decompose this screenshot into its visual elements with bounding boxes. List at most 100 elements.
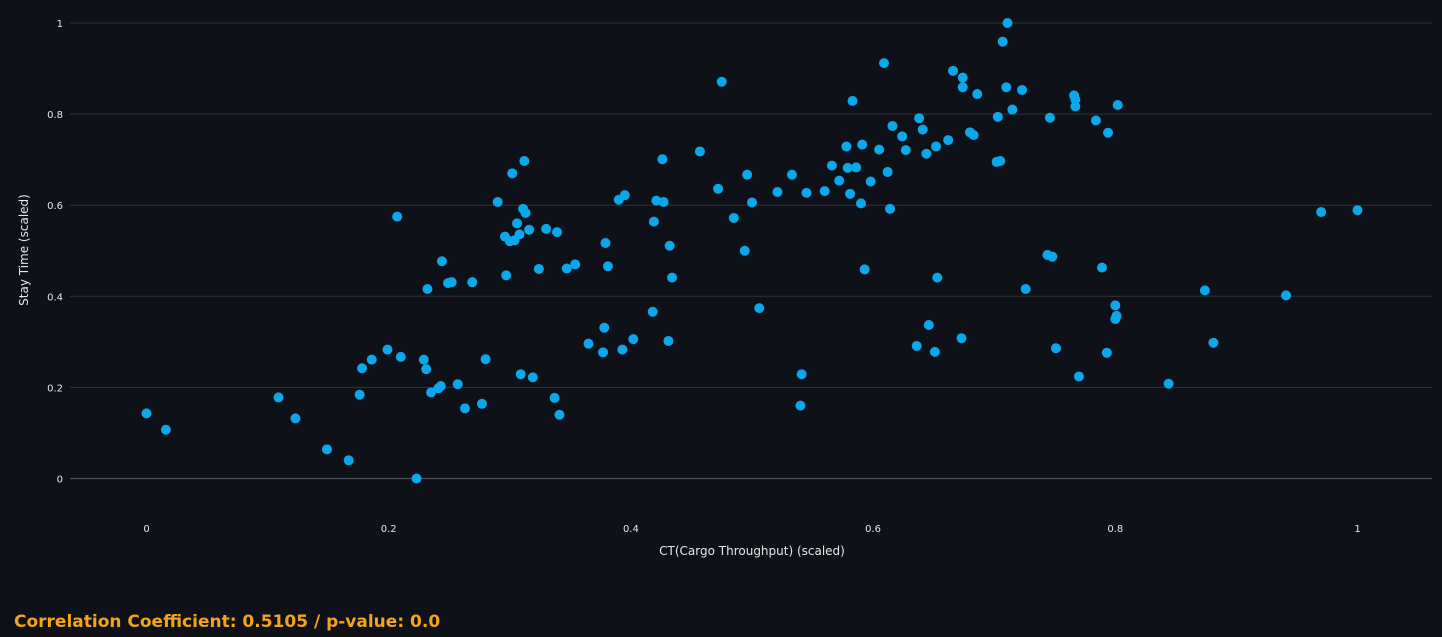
data-point[interactable] <box>1281 290 1292 301</box>
data-point[interactable] <box>392 211 403 222</box>
data-point[interactable] <box>1352 205 1363 216</box>
data-point[interactable] <box>160 424 171 435</box>
data-point[interactable] <box>1020 284 1031 295</box>
data-point[interactable] <box>512 218 523 229</box>
data-point[interactable] <box>507 168 518 179</box>
data-point[interactable] <box>865 176 876 187</box>
data-point[interactable] <box>395 351 406 362</box>
data-point[interactable] <box>1101 347 1112 358</box>
data-point[interactable] <box>1050 343 1061 354</box>
data-point[interactable] <box>845 188 856 199</box>
data-point[interactable] <box>1007 104 1018 115</box>
data-point[interactable] <box>273 392 284 403</box>
data-point[interactable] <box>619 190 630 201</box>
data-point[interactable] <box>290 413 301 424</box>
data-point[interactable] <box>321 444 332 455</box>
data-point[interactable] <box>851 162 862 173</box>
data-point[interactable] <box>1073 371 1084 382</box>
data-point[interactable] <box>459 403 470 414</box>
data-point[interactable] <box>527 372 538 383</box>
data-point[interactable] <box>742 169 753 180</box>
data-point[interactable] <box>1316 207 1327 218</box>
data-point[interactable] <box>141 408 152 419</box>
data-point[interactable] <box>739 245 750 256</box>
data-point[interactable] <box>382 344 393 355</box>
data-point[interactable] <box>366 354 377 365</box>
data-point[interactable] <box>931 141 942 152</box>
data-point[interactable] <box>917 124 928 135</box>
data-point[interactable] <box>1111 310 1122 321</box>
data-point[interactable] <box>520 207 531 218</box>
data-point[interactable] <box>1017 84 1028 95</box>
data-point[interactable] <box>772 186 783 197</box>
data-point[interactable] <box>426 387 437 398</box>
data-point[interactable] <box>436 256 447 267</box>
data-point[interactable] <box>1096 262 1107 273</box>
data-point[interactable] <box>446 277 457 288</box>
data-point[interactable] <box>842 162 853 173</box>
data-point[interactable] <box>452 379 463 390</box>
data-point[interactable] <box>519 156 530 167</box>
data-point[interactable] <box>716 76 727 87</box>
data-point[interactable] <box>819 186 830 197</box>
data-point[interactable] <box>1208 337 1219 348</box>
data-point[interactable] <box>855 198 866 209</box>
data-point[interactable] <box>664 240 675 251</box>
data-point[interactable] <box>796 369 807 380</box>
data-point[interactable] <box>728 212 739 223</box>
data-point[interactable] <box>948 65 959 76</box>
data-point[interactable] <box>648 216 659 227</box>
data-point[interactable] <box>1002 18 1013 28</box>
data-point[interactable] <box>418 354 429 365</box>
data-point[interactable] <box>885 203 896 214</box>
data-point[interactable] <box>786 169 797 180</box>
data-point[interactable] <box>598 347 609 358</box>
data-point[interactable] <box>713 183 724 194</box>
data-point[interactable] <box>1001 82 1012 93</box>
data-point[interactable] <box>658 197 669 208</box>
data-point[interactable] <box>882 166 893 177</box>
data-point[interactable] <box>1163 378 1174 389</box>
data-point[interactable] <box>943 135 954 146</box>
data-point[interactable] <box>992 111 1003 122</box>
data-point[interactable] <box>561 263 572 274</box>
data-point[interactable] <box>667 272 678 283</box>
data-point[interactable] <box>600 238 611 249</box>
data-point[interactable] <box>694 146 705 157</box>
data-point[interactable] <box>354 389 365 400</box>
data-point[interactable] <box>647 306 658 317</box>
data-point[interactable] <box>956 333 967 344</box>
data-point[interactable] <box>747 197 757 208</box>
data-point[interactable] <box>357 363 368 374</box>
data-point[interactable] <box>834 175 845 186</box>
data-point[interactable] <box>1112 99 1123 110</box>
data-point[interactable] <box>900 145 911 156</box>
data-point[interactable] <box>859 264 870 275</box>
data-point[interactable] <box>514 229 525 240</box>
data-point[interactable] <box>552 227 563 238</box>
data-point[interactable] <box>411 473 422 484</box>
data-point[interactable] <box>533 263 544 274</box>
data-point[interactable] <box>599 322 610 333</box>
data-point[interactable] <box>421 364 432 375</box>
data-point[interactable] <box>1070 94 1081 105</box>
data-point[interactable] <box>435 381 446 392</box>
data-point[interactable] <box>1047 251 1058 262</box>
data-point[interactable] <box>929 346 940 357</box>
data-point[interactable] <box>874 144 885 155</box>
data-point[interactable] <box>602 261 613 272</box>
data-point[interactable] <box>570 259 581 270</box>
data-point[interactable] <box>1199 285 1210 296</box>
data-point[interactable] <box>628 334 639 345</box>
data-point[interactable] <box>887 120 898 131</box>
data-point[interactable] <box>754 303 765 314</box>
data-point[interactable] <box>501 270 512 281</box>
data-point[interactable] <box>995 156 1006 167</box>
data-point[interactable] <box>343 455 354 466</box>
data-point[interactable] <box>897 131 908 142</box>
data-point[interactable] <box>480 354 491 365</box>
data-point[interactable] <box>972 89 983 100</box>
data-point[interactable] <box>663 335 674 346</box>
data-point[interactable] <box>1110 300 1121 311</box>
data-point[interactable] <box>1090 115 1101 126</box>
